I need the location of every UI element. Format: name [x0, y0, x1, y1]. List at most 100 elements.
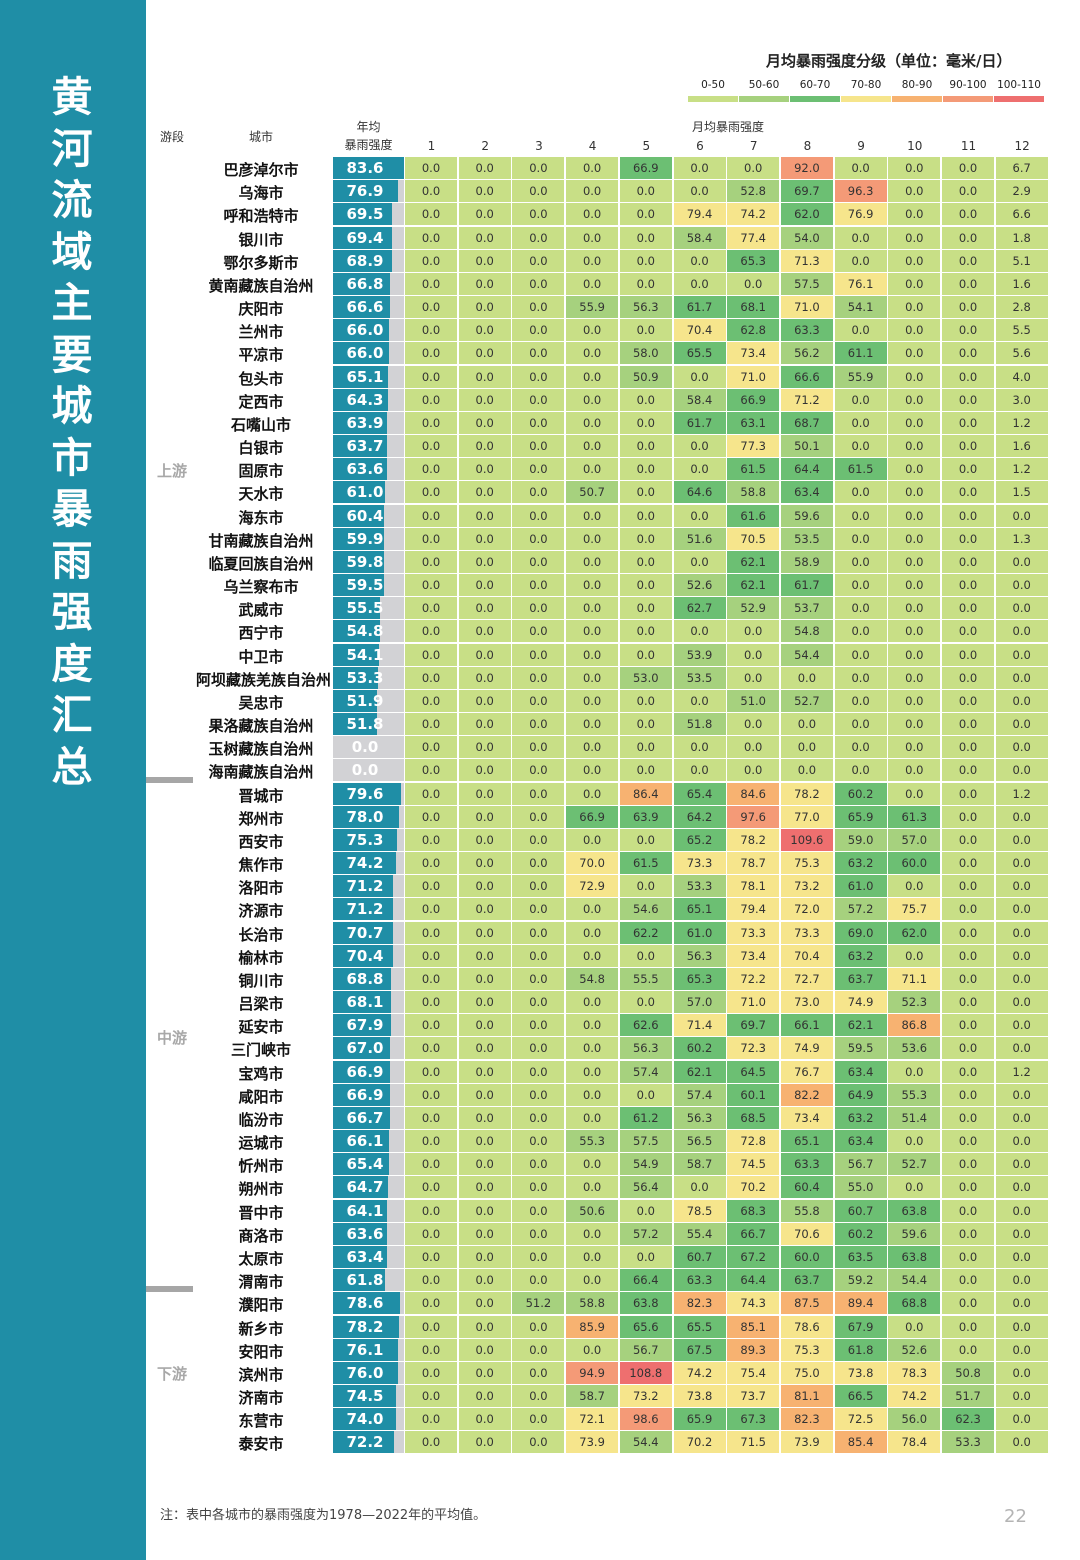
month-cell: 0.0	[888, 504, 941, 527]
city-name: 阿坝藏族羌族自治州	[196, 670, 332, 689]
month-cell: 0.0	[458, 759, 511, 782]
title-char: 河	[51, 124, 93, 173]
annual-bar: 61.0	[333, 481, 404, 504]
month-cell: 0.0	[942, 643, 994, 666]
month-cell: 2.9	[995, 180, 1048, 203]
annual-bar: 63.9	[333, 411, 404, 434]
annual-bar-fill	[333, 991, 391, 1014]
month-cell: 0.0	[888, 296, 941, 319]
month-cell: 0.0	[458, 1130, 511, 1153]
month-cell: 0.0	[458, 550, 511, 573]
month-cell: 0.0	[942, 342, 994, 365]
month-cell: 0.0	[566, 411, 619, 434]
month-cell: 0.0	[619, 597, 672, 620]
month-cell: 76.7	[780, 1060, 833, 1083]
month-cell: 0.0	[405, 550, 457, 573]
month-cell: 0.0	[405, 967, 457, 990]
annual-value: 63.7	[346, 437, 384, 456]
month-cell: 89.4	[834, 1292, 887, 1315]
annual-bar: 68.9	[333, 249, 404, 272]
annual-bar: 59.9	[333, 527, 404, 550]
month-cell: 0.0	[405, 1338, 457, 1361]
annual-value: 59.9	[346, 529, 384, 548]
month-cell: 0.0	[995, 736, 1048, 759]
month-cell: 0.0	[512, 1037, 565, 1060]
month-cell: 53.3	[942, 1431, 994, 1454]
month-cell: 0.0	[619, 319, 672, 342]
month-cell: 0.0	[780, 736, 833, 759]
city-name: 晋中市	[238, 1203, 284, 1222]
month-cell: 0.0	[566, 1060, 619, 1083]
month-cell: 5.6	[995, 342, 1048, 365]
month-cell: 66.7	[727, 1222, 780, 1245]
annual-bar: 66.6	[333, 296, 404, 319]
month-cell: 0.0	[834, 574, 887, 597]
month-cell: 0.0	[566, 1153, 619, 1176]
annual-value: 51.8	[346, 715, 384, 734]
month-cell: 0.0	[942, 458, 994, 481]
month-cell: 65.1	[673, 898, 726, 921]
title-char: 强	[51, 588, 93, 636]
month-cell: 72.9	[566, 875, 619, 898]
month-cell: 61.2	[619, 1106, 672, 1129]
annual-bar-fill	[333, 944, 393, 967]
month-cell: 0.0	[458, 736, 511, 759]
month-cell: 0.0	[995, 1222, 1048, 1245]
annual-bar: 67.9	[333, 1014, 404, 1037]
month-cell: 0.0	[942, 527, 994, 550]
month-cell: 0.0	[942, 736, 994, 759]
month-cell: 0.0	[458, 1083, 511, 1106]
annual-bar-fill	[333, 1014, 391, 1037]
month-cell: 62.1	[673, 1060, 726, 1083]
month-cell: 0.0	[942, 550, 994, 573]
month-cell: 0.0	[458, 1385, 511, 1407]
month-cell: 74.2	[727, 203, 780, 226]
month-cell: 0.0	[942, 435, 994, 458]
month-cell: 0.0	[512, 226, 565, 249]
month-cell: 63.8	[888, 1199, 941, 1222]
annual-bar-fill	[333, 435, 388, 458]
month-cell: 53.5	[780, 527, 833, 550]
month-cell: 60.7	[673, 1245, 726, 1268]
month-cell: 0.0	[995, 852, 1048, 875]
month-cell: 1.5	[995, 481, 1048, 504]
month-cell: 73.0	[780, 991, 833, 1014]
month-cell: 57.2	[834, 898, 887, 921]
month-cell: 74.3	[727, 1292, 780, 1315]
month-cell: 0.0	[458, 574, 511, 597]
month-cell: 5.5	[995, 319, 1048, 342]
month-cell: 59.6	[780, 504, 833, 527]
month-cell: 0.0	[405, 574, 457, 597]
month-cell: 2.8	[995, 296, 1048, 319]
month-cell: 1.2	[995, 411, 1048, 434]
city-name: 白银市	[238, 439, 284, 458]
title-char: 雨	[51, 536, 93, 585]
month-cell: 54.4	[619, 1431, 672, 1454]
month-cell: 0.0	[458, 157, 511, 179]
month-cell: 1.8	[995, 226, 1048, 249]
month-cell: 60.7	[834, 1199, 887, 1222]
month-cell: 0.0	[673, 458, 726, 481]
city-name: 济源市	[238, 902, 284, 921]
month-cell: 1.6	[995, 435, 1048, 458]
month-cell: 73.8	[834, 1361, 887, 1384]
month-cell: 69.0	[834, 921, 887, 944]
month-cell: 0.0	[673, 157, 726, 179]
month-cell: 0.0	[619, 713, 672, 736]
month-cell: 0.0	[405, 1431, 457, 1454]
month-cell: 0.0	[566, 550, 619, 573]
month-cell: 0.0	[458, 1408, 511, 1431]
segment-label: 上游	[156, 461, 187, 480]
month-cell: 52.6	[888, 1338, 941, 1361]
month-cell: 0.0	[834, 319, 887, 342]
city-name: 三门峡市	[230, 1041, 291, 1060]
month-cell: 0.0	[405, 805, 457, 828]
month-cell: 0.0	[619, 180, 672, 203]
annual-bar-fill	[333, 921, 394, 944]
annual-bar: 71.2	[333, 875, 404, 898]
month-cell: 0.0	[780, 759, 833, 782]
annual-bar: 68.1	[333, 991, 404, 1014]
annual-bar-fill	[333, 481, 385, 504]
annual-bar-fill	[333, 1292, 400, 1315]
month-cell: 0.0	[834, 643, 887, 666]
